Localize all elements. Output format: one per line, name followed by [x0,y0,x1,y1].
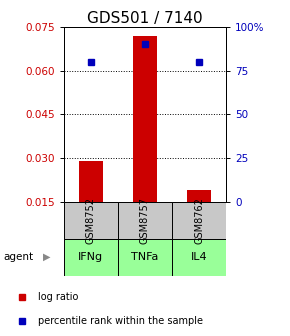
Text: GSM8752: GSM8752 [86,197,96,244]
Text: percentile rank within the sample: percentile rank within the sample [38,316,203,326]
Bar [172,202,226,239]
Text: log ratio: log ratio [38,292,78,302]
Text: GSM8762: GSM8762 [194,197,204,244]
Bar [64,202,118,239]
Text: IL4: IL4 [191,252,207,262]
Text: GSM8757: GSM8757 [140,197,150,244]
Bar [118,202,172,239]
Bar [64,239,118,276]
Text: agent: agent [3,252,33,262]
Bar [187,190,211,202]
Text: TNFa: TNFa [131,252,159,262]
Bar [133,36,157,202]
Bar [118,239,172,276]
Text: IFNg: IFNg [78,252,104,262]
Bar [79,161,103,202]
Text: ▶: ▶ [43,252,51,262]
Title: GDS501 / 7140: GDS501 / 7140 [87,11,203,26]
Bar [172,239,226,276]
